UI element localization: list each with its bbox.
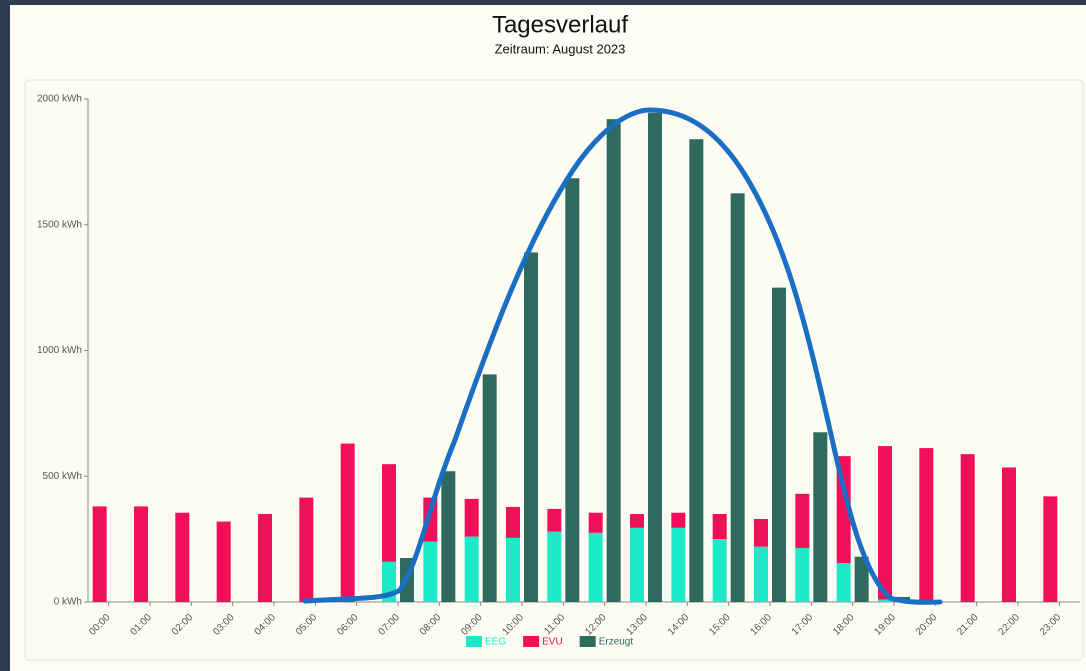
bar — [441, 471, 456, 602]
bar — [482, 374, 497, 602]
legend-label: EVU — [542, 637, 563, 648]
bar — [506, 506, 520, 538]
chart-subtitle: Zeitraum: August 2023 — [495, 41, 626, 56]
bar — [630, 513, 644, 528]
bar — [671, 527, 686, 602]
bar — [795, 547, 810, 602]
bar — [754, 519, 768, 547]
bar — [712, 539, 727, 602]
bar — [730, 193, 745, 602]
bar — [340, 443, 355, 602]
legend-swatch — [466, 636, 482, 647]
bar — [588, 532, 603, 602]
bar — [1043, 496, 1058, 602]
legend-swatch — [579, 636, 596, 647]
bar — [464, 536, 479, 602]
bar — [689, 139, 704, 603]
bar — [630, 527, 644, 602]
bar — [878, 599, 892, 602]
bar — [258, 513, 272, 602]
y-tick-label: 0 kWh — [54, 597, 82, 608]
bar — [175, 512, 190, 602]
bar — [754, 546, 768, 602]
bar — [671, 512, 686, 528]
bar — [382, 464, 396, 562]
bar — [423, 541, 438, 602]
bar — [836, 563, 851, 602]
bar — [795, 493, 810, 548]
bar — [1002, 467, 1016, 602]
bar — [216, 521, 231, 602]
bar — [648, 112, 662, 603]
bar — [547, 531, 562, 602]
legend-label: EEG — [485, 637, 506, 648]
bar — [588, 512, 603, 533]
bar — [772, 287, 786, 602]
bar — [878, 446, 892, 600]
bar — [565, 178, 580, 602]
chart-title: Tagesverlauf — [492, 11, 628, 38]
legend-label: Erzeugt — [599, 637, 634, 648]
bar — [813, 432, 828, 602]
y-tick-label: 500 kWh — [43, 471, 82, 482]
bar — [299, 497, 314, 602]
bar — [524, 252, 538, 603]
bar — [134, 506, 148, 602]
bar — [960, 454, 975, 602]
bar — [464, 498, 479, 537]
y-tick-label: 1000 kWh — [37, 345, 82, 356]
y-tick-label: 2000 kWh — [37, 94, 82, 105]
bar — [712, 513, 727, 540]
bar — [854, 556, 869, 602]
bar — [547, 508, 562, 532]
y-tick-label: 1500 kWh — [37, 219, 82, 230]
bar — [506, 537, 520, 602]
bar — [919, 448, 934, 602]
legend-swatch — [523, 636, 540, 647]
bar — [606, 119, 621, 603]
trend-curve — [302, 107, 943, 605]
bar — [92, 506, 107, 602]
